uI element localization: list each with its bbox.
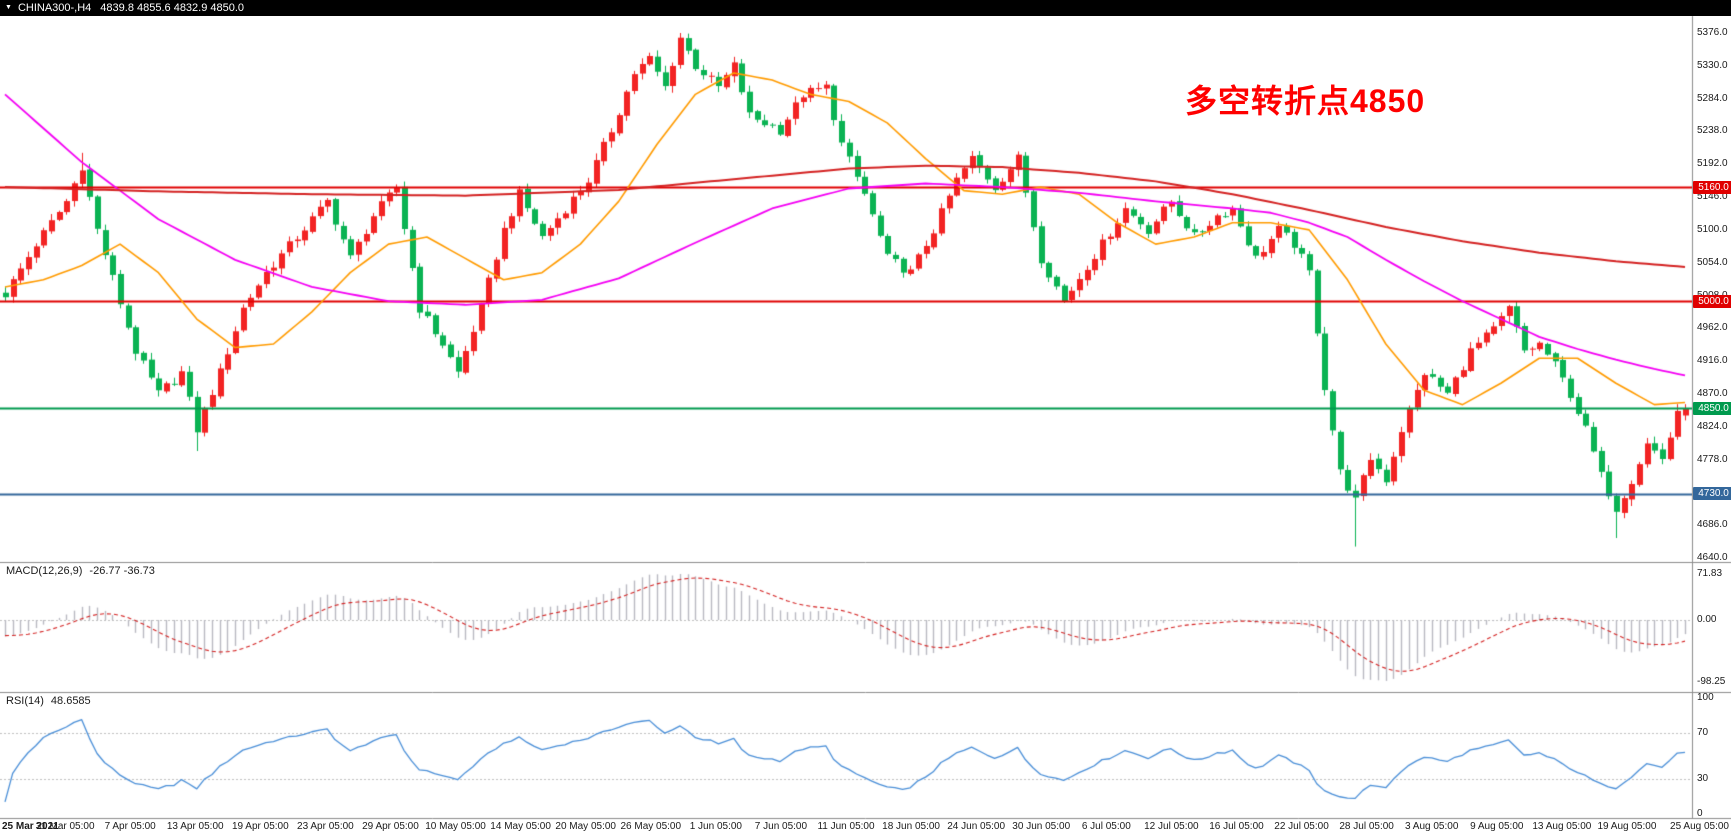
macd-indicator-header: MACD(12,26,9) -26.77 -36.73 [6,565,155,577]
time-axis-label: 11 Jun 05:00 [817,821,875,832]
rsi-indicator-header: RSI(14) 48.6585 [6,695,91,707]
time-axis-label: 28 Jul 05:00 [1339,821,1394,832]
time-axis-label: 10 May 05:00 [425,821,486,832]
time-axis-label: 13 Aug 05:00 [1532,821,1592,832]
time-axis-label: 6 Jul 05:00 [1081,821,1131,832]
rsi-label: RSI(14) [6,695,44,707]
rsi-value: 48.6585 [50,695,91,707]
time-axis-label: 18 Jun 05:00 [882,821,940,832]
chart-titlebar: ▼ CHINA300-,H4 4839.8 4855.6 4832.9 4850… [0,0,1731,16]
time-axis-label: 20 May 05:00 [555,821,616,832]
quote-ohlc-label: 4839.8 4855.6 4832.9 4850.0 [100,2,245,14]
time-axis-label: 14 May 05:00 [490,821,551,832]
time-axis-label: 19 Aug 05:00 [1597,821,1657,832]
chart-annotation-text: 多空转折点4850 [1185,83,1426,119]
time-axis-label: 9 Aug 05:00 [1470,821,1524,832]
time-axis-label: 12 Jul 05:00 [1144,821,1199,832]
time-axis-label: 7 Jun 05:00 [754,821,808,832]
time-axis-label: 3 Aug 05:00 [1404,821,1459,832]
time-axis-label: 25 Mar 2021 [2,821,59,832]
time-axis-label: 19 Apr 05:00 [231,821,289,832]
time-axis-label: 1 Jun 05:00 [689,821,742,832]
time-axis: 25 Mar 2021 31 Mar 05:00 7 Apr 05:00 13 Apr… [0,821,1731,835]
time-axis-label: 30 Jun 05:00 [1012,821,1071,832]
time-axis-label: 13 Apr 05:00 [166,821,224,832]
time-axis-label: 25 Aug 05:00 [1670,821,1729,832]
time-axis-label: 29 Apr 05:00 [362,821,419,832]
macd-values: -26.77 -36.73 [89,565,155,577]
time-axis-label: 24 Jun 05:00 [947,821,1006,832]
time-axis-label: 7 Apr 05:00 [104,821,156,832]
macd-label: MACD(12,26,9) [6,565,83,577]
time-axis-label: 22 Jul 05:00 [1274,821,1329,832]
time-axis-label: 31 Mar 05:00 [35,821,95,832]
time-axis-label: 16 Jul 05:00 [1209,821,1264,832]
symbol-period-label: CHINA300-,H4 [17,2,92,14]
symbol-dropdown-icon[interactable]: ▼ [5,4,12,11]
time-axis-label: 26 May 05:00 [620,821,682,832]
time-axis-label: 23 Apr 05:00 [297,821,354,832]
